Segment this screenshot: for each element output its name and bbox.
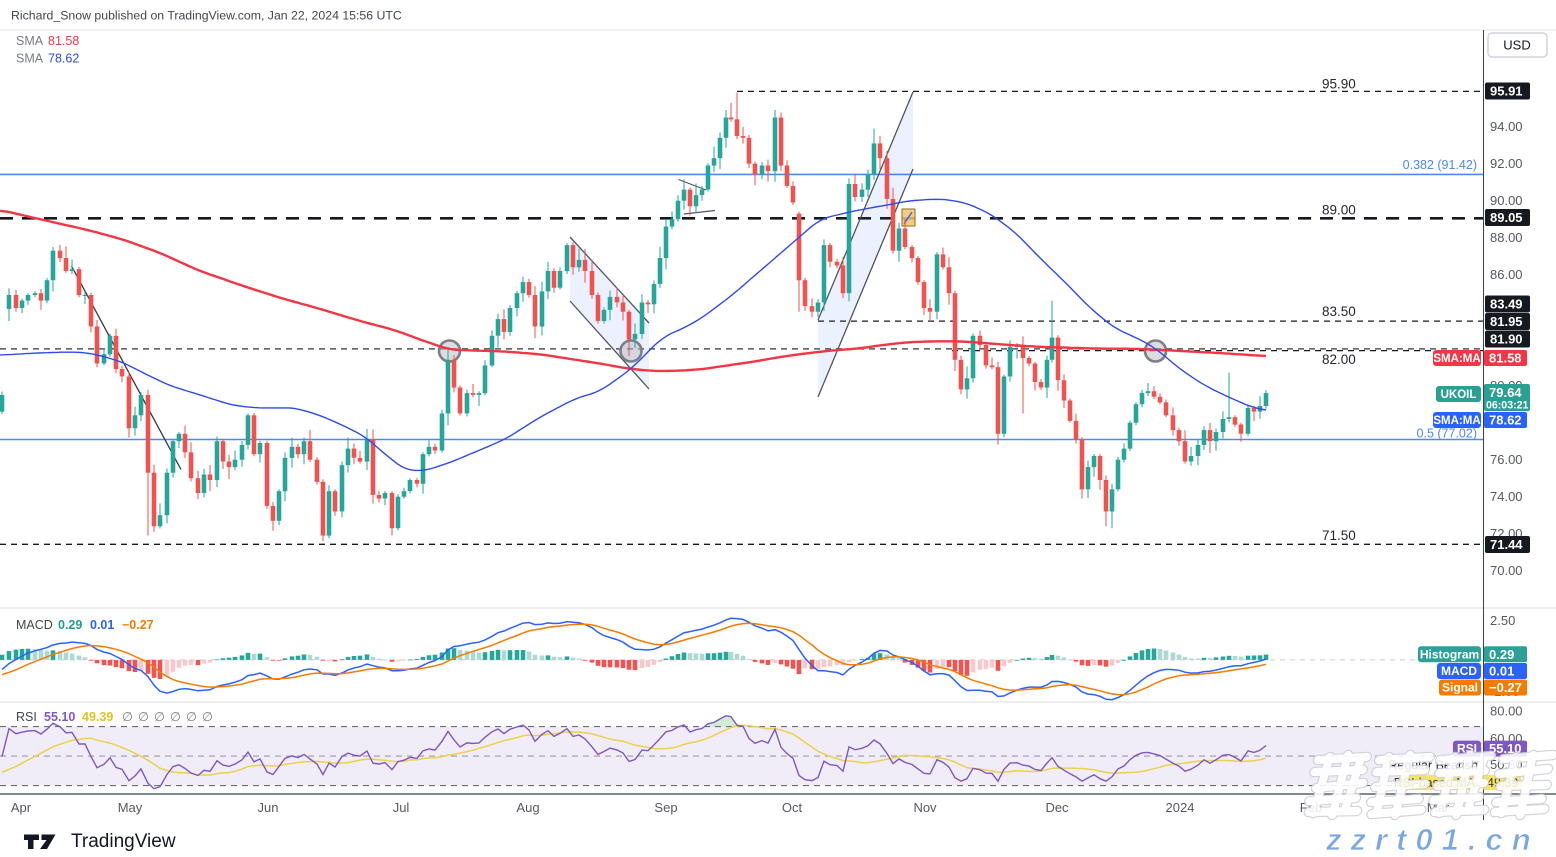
svg-text:2.50: 2.50 bbox=[1490, 613, 1515, 628]
svg-text:∅: ∅ bbox=[170, 710, 181, 724]
svg-text:55.10: 55.10 bbox=[44, 710, 75, 724]
svg-text:70.00: 70.00 bbox=[1490, 563, 1523, 578]
svg-text:MACD: MACD bbox=[16, 618, 53, 632]
svg-text:71.50: 71.50 bbox=[1322, 528, 1356, 543]
svg-text:82.00: 82.00 bbox=[1322, 352, 1356, 367]
svg-text:∅: ∅ bbox=[122, 710, 133, 724]
svg-text:0.382 (91.42): 0.382 (91.42) bbox=[1403, 158, 1477, 172]
svg-text:Nov: Nov bbox=[913, 800, 937, 815]
svg-text:0.01: 0.01 bbox=[90, 618, 114, 632]
svg-text:94.00: 94.00 bbox=[1490, 119, 1523, 134]
svg-text:Aug: Aug bbox=[516, 800, 539, 815]
svg-text:Dec: Dec bbox=[1045, 800, 1069, 815]
svg-text:Oct: Oct bbox=[782, 800, 803, 815]
svg-text:81.90: 81.90 bbox=[1490, 332, 1523, 347]
svg-text:78.62: 78.62 bbox=[1489, 413, 1522, 428]
svg-text:Richard_Snow published on Trad: Richard_Snow published on TradingView.co… bbox=[11, 9, 402, 23]
svg-text:−0.27: −0.27 bbox=[1489, 680, 1522, 695]
svg-text:86.00: 86.00 bbox=[1490, 267, 1523, 282]
svg-text:81.58: 81.58 bbox=[1489, 351, 1522, 366]
svg-text:SMA:MA: SMA:MA bbox=[1433, 353, 1480, 365]
svg-text:∅: ∅ bbox=[154, 710, 165, 724]
svg-text:RSI: RSI bbox=[16, 710, 37, 724]
svg-text:Jul: Jul bbox=[393, 800, 410, 815]
svg-text:74.00: 74.00 bbox=[1490, 489, 1523, 504]
svg-text:SMA: SMA bbox=[16, 52, 44, 66]
svg-text:Jun: Jun bbox=[258, 800, 279, 815]
svg-text:78.62: 78.62 bbox=[48, 52, 79, 66]
svg-text:∅: ∅ bbox=[138, 710, 149, 724]
svg-text:zzrt01.cn: zzrt01.cn bbox=[1325, 822, 1540, 857]
svg-text:Histogram: Histogram bbox=[1420, 647, 1479, 661]
svg-text:USD: USD bbox=[1503, 38, 1530, 53]
svg-text:55.10: 55.10 bbox=[1489, 741, 1522, 756]
svg-text:92.00: 92.00 bbox=[1490, 156, 1523, 171]
svg-text:79.64: 79.64 bbox=[1489, 385, 1522, 400]
svg-text:06:03:21: 06:03:21 bbox=[1486, 400, 1529, 412]
svg-text:71.44: 71.44 bbox=[1490, 537, 1523, 552]
svg-text:May: May bbox=[118, 800, 143, 815]
svg-text:81.95: 81.95 bbox=[1490, 314, 1523, 329]
svg-text:89.05: 89.05 bbox=[1490, 210, 1523, 225]
svg-text:Sep: Sep bbox=[654, 800, 677, 815]
svg-text:MACD: MACD bbox=[1441, 664, 1477, 678]
svg-text:Signal: Signal bbox=[1442, 681, 1478, 695]
svg-text:95.91: 95.91 bbox=[1490, 84, 1523, 99]
svg-text:83.49: 83.49 bbox=[1490, 297, 1523, 312]
svg-text:88.00: 88.00 bbox=[1490, 230, 1523, 245]
svg-text:0.5 (77.02): 0.5 (77.02) bbox=[1417, 427, 1477, 441]
svg-text:95.90: 95.90 bbox=[1322, 77, 1356, 92]
svg-text:SMA: SMA bbox=[16, 34, 44, 48]
svg-text:UKOIL: UKOIL bbox=[1441, 389, 1477, 401]
svg-text:0.29: 0.29 bbox=[1489, 647, 1514, 662]
svg-text:81.58: 81.58 bbox=[48, 34, 79, 48]
svg-text:89.00: 89.00 bbox=[1322, 203, 1356, 218]
svg-text:−0.27: −0.27 bbox=[122, 618, 154, 632]
svg-text:0.01: 0.01 bbox=[1489, 664, 1514, 679]
svg-text:∅: ∅ bbox=[186, 710, 197, 724]
svg-text:83.50: 83.50 bbox=[1322, 304, 1356, 319]
svg-text:80.00: 80.00 bbox=[1490, 703, 1523, 718]
svg-text:76.00: 76.00 bbox=[1490, 452, 1523, 467]
svg-text:49.39: 49.39 bbox=[82, 710, 113, 724]
svg-text:0.29: 0.29 bbox=[58, 618, 82, 632]
svg-text:∅: ∅ bbox=[202, 710, 213, 724]
svg-text:90.00: 90.00 bbox=[1490, 193, 1523, 208]
svg-text:2024: 2024 bbox=[1166, 800, 1195, 815]
svg-text:TradingView: TradingView bbox=[71, 831, 176, 852]
svg-text:Apr: Apr bbox=[11, 800, 32, 815]
svg-text:SMA:MA: SMA:MA bbox=[1433, 415, 1480, 427]
